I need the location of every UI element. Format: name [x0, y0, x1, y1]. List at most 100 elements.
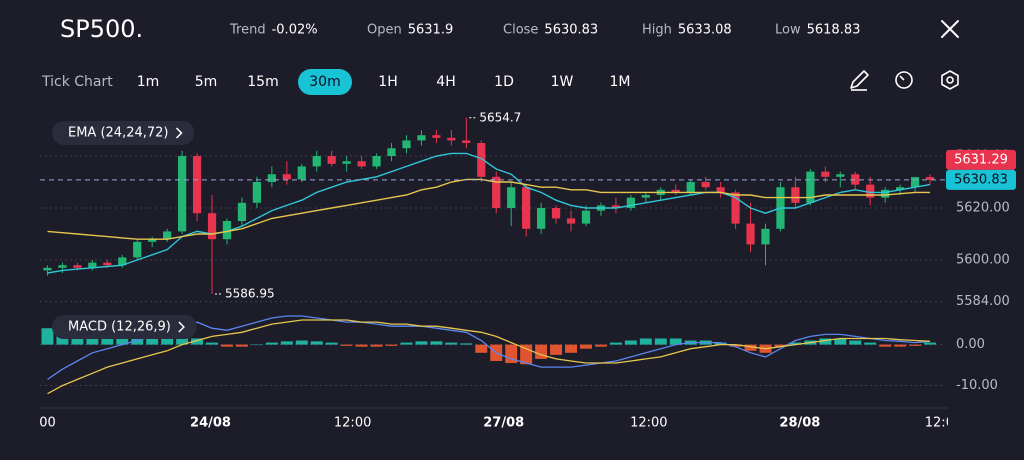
timeframe-selected [298, 69, 352, 95]
settings-icon[interactable] [941, 70, 959, 90]
candle-body [417, 135, 426, 141]
macd-histogram-bar [894, 344, 907, 347]
candle-body [43, 267, 52, 271]
candle-body [731, 192, 740, 224]
macd-histogram-bar [535, 344, 548, 359]
macd-histogram-bar [580, 344, 592, 349]
macd-histogram-bar [924, 342, 937, 345]
candle-body [851, 174, 860, 185]
candle-body [207, 213, 217, 240]
candle-body [192, 156, 202, 214]
candle-body [537, 208, 546, 229]
stat-value: 5630.83 [544, 23, 598, 38]
pill-bg [52, 121, 195, 145]
macd-histogram-bar [280, 341, 293, 345]
timeframe-button[interactable]: 1W [551, 74, 574, 90]
candle-body [88, 262, 97, 268]
timer-icon[interactable] [895, 71, 913, 89]
timeframe-button[interactable]: 30m [309, 74, 340, 90]
timeframe-button[interactable]: 1H [378, 74, 397, 90]
stat-value: 5618.83 [807, 23, 861, 38]
candle-body [686, 182, 695, 193]
macd-histogram-bar [505, 344, 518, 364]
stat-label: Trend [229, 23, 266, 38]
macd-histogram-bar [565, 344, 578, 353]
y-tick-label: 5584.00 [956, 294, 1010, 309]
y-tick-label: 5600.00 [956, 253, 1010, 268]
candle-body [701, 182, 710, 188]
timeframe-button[interactable]: 1m [137, 74, 160, 90]
x-tick-label: 28/08 [779, 416, 820, 431]
stat-value: 5633.08 [678, 23, 732, 38]
macd-histogram-bar [624, 340, 637, 345]
candle-body [252, 182, 262, 203]
candle-body [492, 176, 501, 209]
macd-histogram-bar [729, 344, 742, 347]
candle-body [462, 140, 471, 144]
macd-histogram-bar [550, 344, 563, 355]
candle-body [282, 174, 291, 180]
y-tick-label: 0.00 [956, 337, 985, 352]
candle-body [432, 135, 441, 138]
macd-histogram-bar [191, 338, 204, 345]
macd-histogram-bar [879, 344, 892, 347]
candle-body [836, 174, 845, 177]
stat-label: Open [367, 23, 402, 38]
candle-body [910, 177, 920, 188]
macd-histogram-bar [221, 344, 233, 347]
timeframe-button[interactable]: 4H [436, 74, 455, 90]
draw-tool-icon[interactable] [850, 70, 869, 91]
x-tick-label: 12:00 [630, 416, 667, 431]
x-tick-label: 12:00 [18, 416, 55, 431]
y-tick-label: 5620.00 [956, 201, 1010, 216]
macd-histogram-bar [669, 338, 682, 345]
price-badge [946, 149, 1016, 170]
timeframe-button[interactable]: 1M [610, 74, 631, 90]
timeframe-button[interactable]: 5m [195, 74, 218, 90]
macd-histogram-bar [789, 342, 802, 345]
candle-body [58, 265, 67, 268]
x-tick-label: 24/08 [190, 416, 231, 431]
candle-body [881, 189, 890, 198]
chart-type[interactable]: Tick Chart [41, 74, 113, 90]
price-badge-label: 5630.83 [954, 172, 1008, 187]
macd-histogram-bar [774, 344, 787, 347]
extreme-label: 5586.95 [225, 286, 275, 300]
candle-body [581, 210, 591, 224]
candle-body [342, 161, 351, 164]
candle-body [925, 177, 935, 180]
x-tick-label: 12:00 [925, 416, 962, 431]
macd-histogram-bar [325, 342, 338, 345]
macd-histogram-bar [834, 338, 847, 345]
indicator-pill[interactable]: MACD (12,26,9) [52, 315, 197, 339]
macd-histogram-bar [400, 342, 413, 345]
macd-histogram-bar [609, 342, 622, 345]
macd-histogram-bar [340, 344, 353, 346]
macd-histogram-bar [430, 341, 443, 345]
macd-histogram-bar [744, 344, 757, 351]
candle-body [402, 140, 411, 149]
chevron [175, 127, 183, 139]
macd-histogram-bar [475, 344, 488, 353]
close-button[interactable] [941, 20, 959, 38]
macd-histogram-bar [714, 342, 727, 345]
indicator-pill[interactable]: EMA (24,24,72) [52, 121, 195, 145]
ema-line [47, 178, 930, 240]
macd-histogram-bar [295, 340, 308, 345]
candle-body [133, 241, 142, 258]
pill-bg [52, 315, 197, 339]
timeframe-button[interactable]: 15m [247, 74, 278, 90]
macd-histogram-bar [594, 344, 607, 347]
macd-histogram-bar [654, 338, 667, 345]
candle-body [761, 228, 770, 245]
candle-body [566, 218, 576, 224]
macd-histogram-bar [355, 344, 368, 347]
candle-body [177, 156, 187, 232]
timeframe-button[interactable]: 1D [494, 74, 514, 90]
macd-histogram-bar [849, 340, 862, 345]
candle-body [746, 223, 755, 245]
stat-value: -0.02% [272, 23, 318, 38]
candle-body [671, 189, 680, 193]
